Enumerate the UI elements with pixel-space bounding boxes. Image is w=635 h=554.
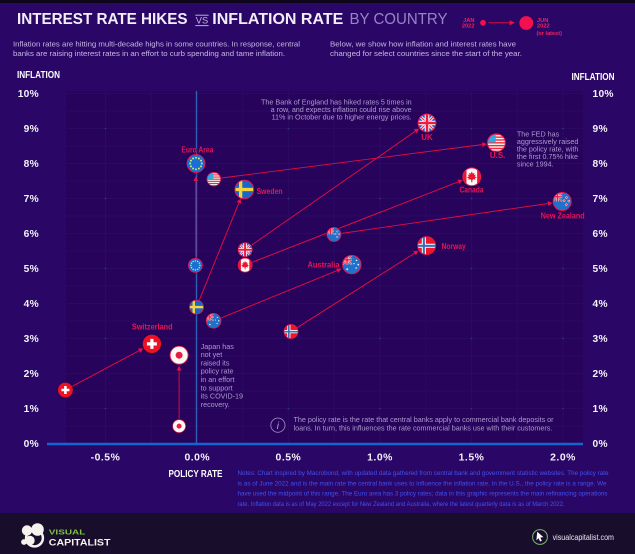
svg-text:loans. In turn, this influence: loans. In turn, this influences the rate… bbox=[294, 423, 553, 432]
svg-text:since 1994.: since 1994. bbox=[517, 159, 554, 168]
svg-text:raised its: raised its bbox=[201, 358, 230, 367]
svg-text:JAN: JAN bbox=[463, 18, 474, 24]
svg-text:9%: 9% bbox=[593, 124, 608, 135]
svg-text:VISUAL: VISUAL bbox=[49, 527, 86, 536]
svg-text:Switzerland: Switzerland bbox=[132, 323, 173, 332]
svg-text:New Zealand: New Zealand bbox=[541, 211, 585, 220]
svg-text:is as of June 2022 and is the: is as of June 2022 and is the main rate … bbox=[238, 480, 607, 487]
svg-text:1.0%: 1.0% bbox=[367, 453, 393, 464]
svg-text:in an effort: in an effort bbox=[201, 375, 235, 384]
svg-text:aggressively raised: aggressively raised bbox=[517, 137, 579, 146]
svg-text:(or latest): (or latest) bbox=[537, 31, 563, 37]
svg-text:UK: UK bbox=[421, 133, 433, 142]
svg-text:7%: 7% bbox=[24, 194, 39, 205]
svg-text:The policy rate is the rate th: The policy rate is the rate that central… bbox=[294, 415, 555, 424]
svg-text:rate. Inflation data is as of: rate. Inflation data is as of May 2022 e… bbox=[238, 501, 565, 508]
svg-text:banks are raising interest rat: banks are raising interest rates in an e… bbox=[13, 49, 285, 58]
svg-text:Australia: Australia bbox=[308, 261, 341, 270]
svg-text:6%: 6% bbox=[593, 229, 608, 240]
svg-text:Notes: Chart inspired by Macro: Notes: Chart inspired by Macrobond, with… bbox=[238, 470, 609, 477]
svg-text:Canada: Canada bbox=[460, 186, 484, 195]
svg-text:Norway: Norway bbox=[442, 242, 467, 251]
svg-text:10%: 10% bbox=[593, 89, 614, 100]
svg-text:INFLATION RATE: INFLATION RATE bbox=[212, 11, 343, 28]
svg-text:changed for select countries s: changed for select countries since the s… bbox=[330, 49, 522, 58]
svg-text:not yet: not yet bbox=[201, 350, 223, 359]
svg-text:VS: VS bbox=[196, 16, 209, 26]
svg-text:0%: 0% bbox=[593, 439, 608, 450]
svg-text:0%: 0% bbox=[24, 439, 39, 450]
svg-text:The FED has: The FED has bbox=[517, 129, 560, 138]
svg-text:0.5%: 0.5% bbox=[276, 453, 302, 464]
svg-text:to support: to support bbox=[201, 383, 233, 392]
svg-text:10%: 10% bbox=[18, 89, 39, 100]
svg-text:BY COUNTRY: BY COUNTRY bbox=[350, 11, 448, 28]
svg-text:Inflation rates are hitting mu: Inflation rates are hitting multi-decade… bbox=[13, 39, 300, 48]
svg-text:JUN: JUN bbox=[537, 18, 548, 24]
svg-text:Euro Area: Euro Area bbox=[181, 146, 213, 155]
svg-text:8%: 8% bbox=[24, 159, 39, 170]
svg-text:visualcapitalist.com: visualcapitalist.com bbox=[553, 533, 615, 542]
svg-text:2%: 2% bbox=[24, 369, 39, 380]
svg-text:8%: 8% bbox=[593, 159, 608, 170]
svg-text:a row, and expects inflation c: a row, and expects inflation could rise … bbox=[271, 105, 412, 114]
svg-text:i: i bbox=[277, 421, 280, 432]
svg-text:4%: 4% bbox=[593, 299, 608, 310]
svg-text:7%: 7% bbox=[593, 194, 608, 205]
svg-text:recovery.: recovery. bbox=[201, 400, 230, 409]
svg-text:U.S.: U.S. bbox=[490, 151, 506, 160]
svg-text:-0.5%: -0.5% bbox=[91, 453, 121, 464]
svg-text:the first 0.75% hike: the first 0.75% hike bbox=[517, 152, 578, 161]
svg-text:INTEREST RATE HIKES: INTEREST RATE HIKES bbox=[17, 11, 188, 28]
svg-text:4%: 4% bbox=[24, 299, 39, 310]
svg-text:POLICY RATE: POLICY RATE bbox=[169, 469, 223, 480]
svg-text:Japan has: Japan has bbox=[201, 342, 235, 351]
svg-text:INFLATION: INFLATION bbox=[572, 71, 615, 83]
svg-text:1.5%: 1.5% bbox=[459, 453, 485, 464]
svg-text:3%: 3% bbox=[593, 334, 608, 345]
svg-text:the policy rate, with: the policy rate, with bbox=[517, 144, 579, 153]
svg-text:2022: 2022 bbox=[462, 23, 475, 29]
svg-text:Below, we show how inflation a: Below, we show how inflation and interes… bbox=[330, 39, 516, 48]
svg-text:its COVID-19: its COVID-19 bbox=[201, 392, 243, 401]
svg-text:3%: 3% bbox=[24, 334, 39, 345]
svg-text:Sweden: Sweden bbox=[257, 187, 283, 196]
svg-text:CAPITALIST: CAPITALIST bbox=[49, 538, 111, 549]
svg-text:1%: 1% bbox=[24, 404, 39, 415]
svg-text:policy rate: policy rate bbox=[201, 367, 234, 376]
svg-text:1%: 1% bbox=[593, 404, 608, 415]
svg-text:2022: 2022 bbox=[537, 23, 550, 29]
svg-text:5%: 5% bbox=[24, 264, 39, 275]
svg-text:0.0%: 0.0% bbox=[184, 453, 210, 464]
svg-text:2.0%: 2.0% bbox=[550, 453, 576, 464]
svg-text:have used the midpoint of this: have used the midpoint of this range. Th… bbox=[238, 491, 608, 498]
svg-text:5%: 5% bbox=[593, 264, 608, 275]
svg-text:6%: 6% bbox=[24, 229, 39, 240]
svg-text:The Bank of England has hiked: The Bank of England has hiked rates 5 ti… bbox=[261, 98, 412, 107]
svg-text:INFLATION: INFLATION bbox=[17, 69, 60, 81]
svg-text:11% in October due to higher e: 11% in October due to higher energy pric… bbox=[272, 113, 412, 122]
svg-text:9%: 9% bbox=[24, 124, 39, 135]
svg-text:2%: 2% bbox=[593, 369, 608, 380]
